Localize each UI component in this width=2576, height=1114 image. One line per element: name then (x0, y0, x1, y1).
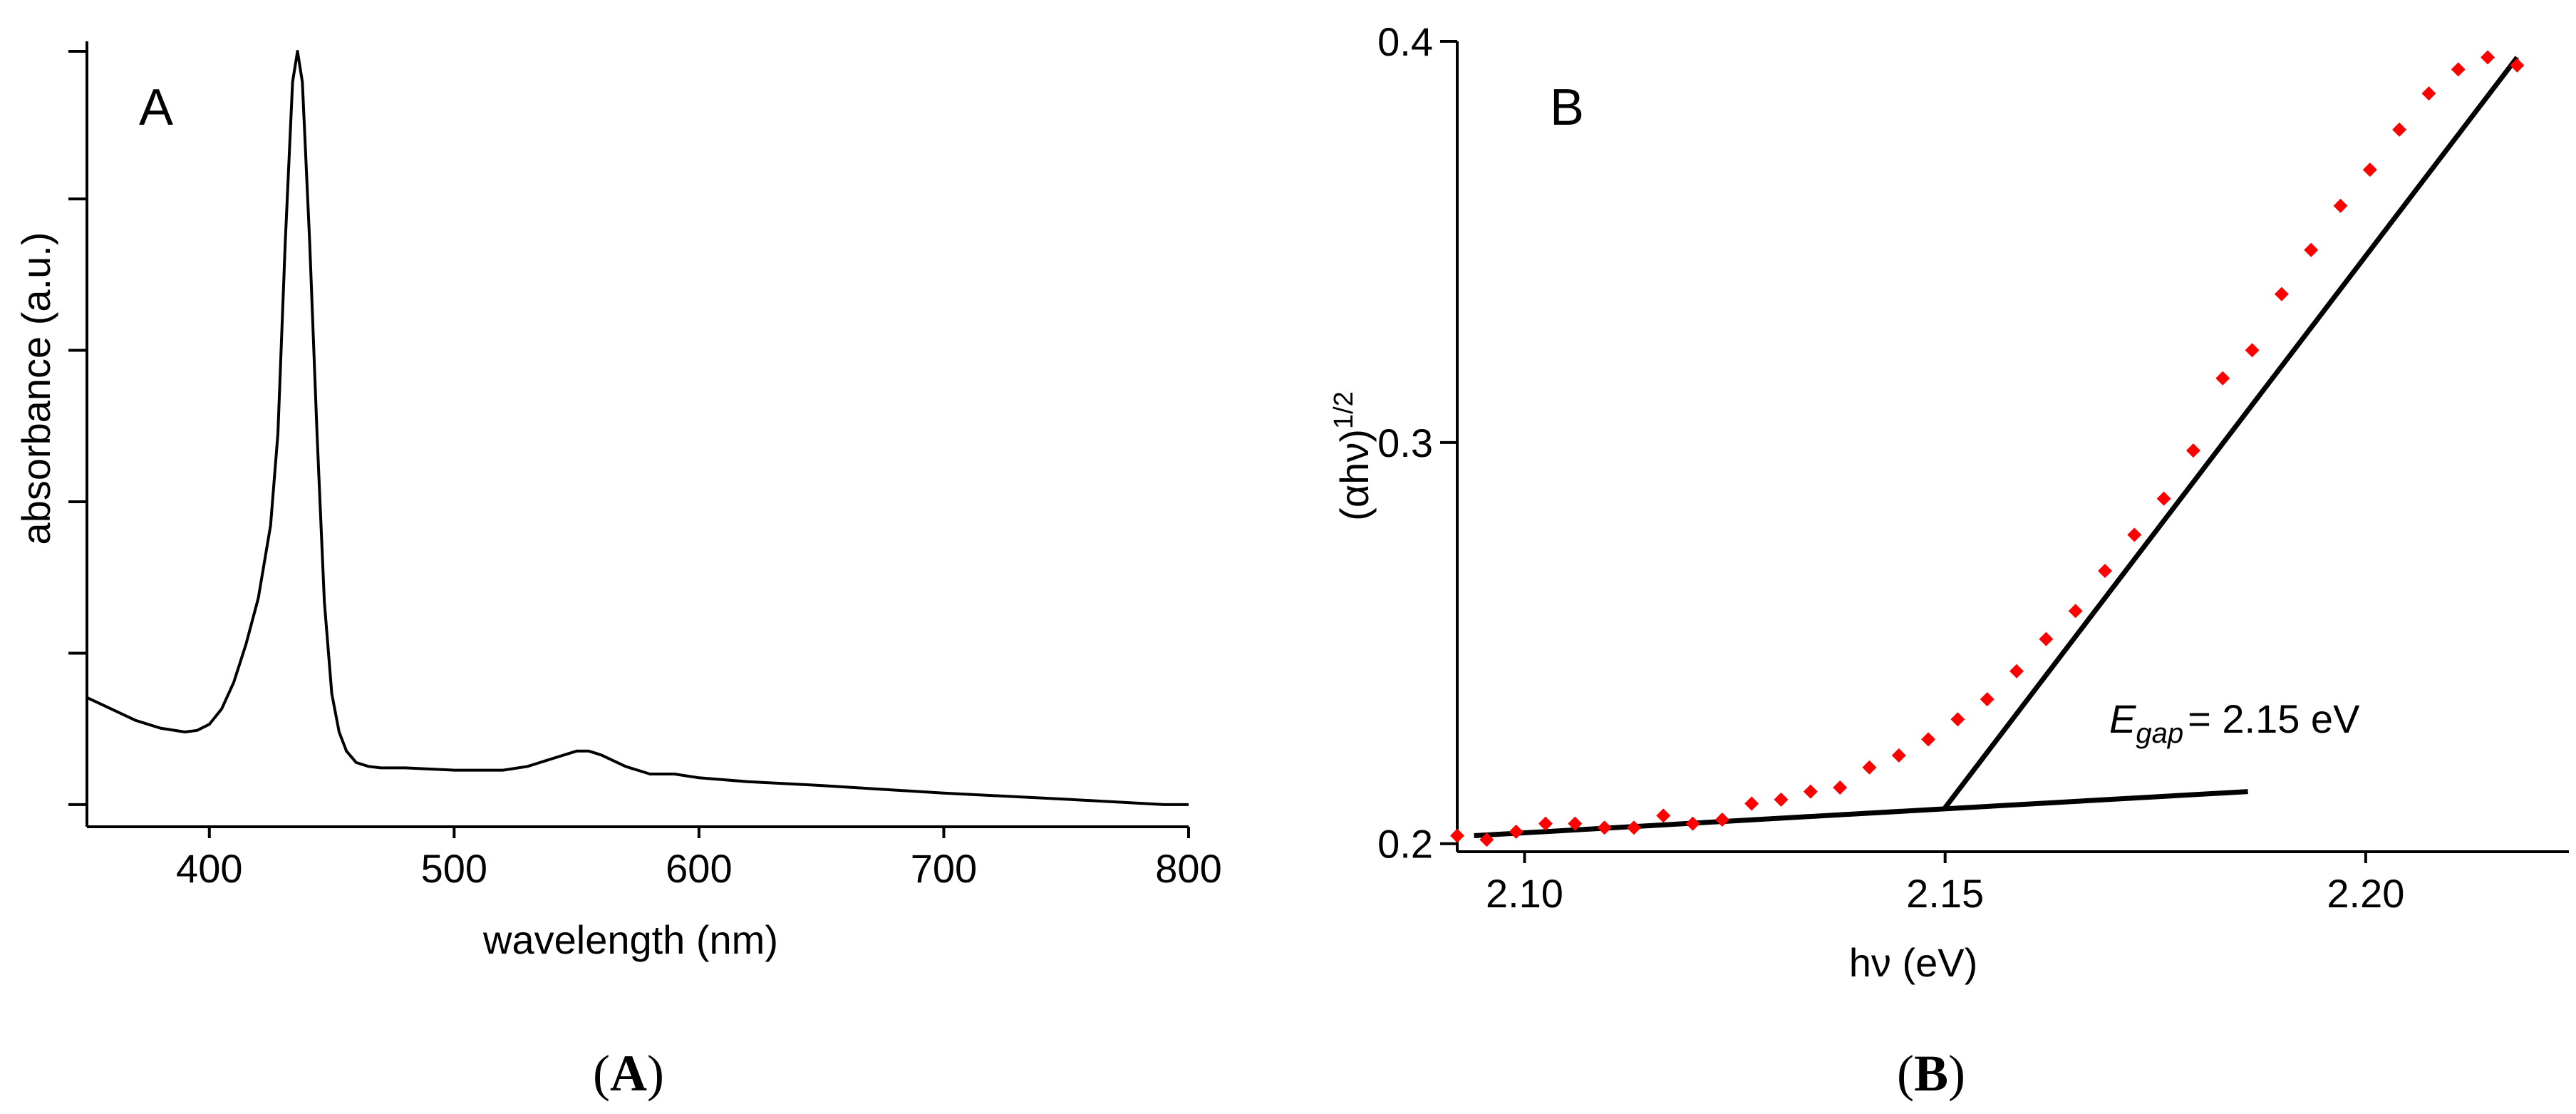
panel-b-y-axis-label-exponent: 1/2 (1329, 391, 1359, 429)
egap-annotation: Egap = 2.15 eV (2109, 696, 2360, 749)
data-point-marker (1685, 816, 1700, 831)
panel-a-x-tick-label: 800 (1155, 846, 1221, 891)
data-point-marker (2451, 62, 2466, 77)
caption-a: (A) (593, 1045, 664, 1102)
data-point-marker (1509, 824, 1524, 839)
panel-b-series (1450, 50, 2525, 847)
data-point-marker (1744, 796, 1759, 811)
panel-a-ticks: 400 500 600 700 800 (68, 50, 1222, 891)
panel-b-x-tick-label: 2.15 (1906, 871, 1984, 916)
data-point-marker (2481, 50, 2495, 65)
panel-b-y-tick-label: 0.2 (1377, 822, 1433, 867)
caption-b: (B) (1897, 1045, 1965, 1102)
absorbance-spectrum-line (86, 50, 1189, 806)
panel-a-x-axis-label: wavelength (nm) (482, 917, 778, 962)
panel-b-chart: 2.10 2.15 2.20 0.2 0.3 0.4 B hν (eV) (αhν)1/2… (1329, 19, 2569, 985)
data-point-marker (1774, 792, 1789, 807)
data-point-marker (2127, 527, 2142, 542)
egap-subscript: gap (2136, 718, 2183, 749)
data-point-marker (2097, 563, 2112, 578)
data-point-marker (1450, 828, 1464, 843)
panel-b-axes (1456, 41, 2569, 853)
panel-a-y-axis-label: absorbance (a.u.) (14, 232, 58, 545)
panel-b-y-tick-label: 0.4 (1377, 19, 1433, 64)
data-point-marker (2304, 242, 2319, 257)
data-point-marker (1921, 732, 1936, 747)
panel-b-y-tick-label: 0.3 (1377, 421, 1433, 465)
panel-a-x-tick-label: 400 (176, 846, 242, 891)
data-point-marker (1862, 760, 1877, 775)
data-point-marker (1568, 816, 1583, 831)
egap-value: = 2.15 eV (2188, 696, 2360, 741)
data-point-marker (1538, 816, 1553, 831)
panel-a-axes (86, 41, 1189, 828)
data-point-marker (1479, 832, 1494, 847)
data-point-marker (2362, 163, 2377, 177)
data-point-marker (2068, 604, 2083, 619)
data-point-marker (1891, 748, 1906, 763)
data-point-marker (2156, 491, 2171, 506)
data-point-marker (2392, 122, 2407, 137)
data-point-marker (2245, 343, 2260, 358)
data-point-marker (1656, 808, 1671, 823)
data-point-marker (2510, 58, 2525, 73)
data-point-marker (1980, 692, 1995, 707)
data-point-marker (1803, 784, 1818, 799)
data-point-marker (2333, 198, 2348, 213)
egap-symbol: E (2109, 696, 2136, 741)
panel-a-x-tick-label: 500 (421, 846, 487, 891)
data-point-marker (1833, 780, 1848, 795)
panel-a-series (86, 50, 1189, 806)
data-point-marker (2215, 371, 2230, 386)
panel-b-x-tick-label: 2.20 (2327, 871, 2404, 916)
panel-b-letter: B (1550, 79, 1584, 136)
data-point-marker (1626, 820, 1641, 835)
panel-b-ticks: 2.10 2.15 2.20 0.2 0.3 0.4 (1377, 19, 2404, 916)
panel-b-x-axis-label: hν (eV) (1849, 940, 1978, 985)
data-point-marker (2421, 86, 2436, 101)
data-point-marker (2009, 664, 2024, 679)
data-point-marker (2039, 631, 2054, 646)
svg-text:(αhν)1/2: (αhν)1/2 (1329, 391, 1377, 521)
baseline-fit-line (1474, 789, 2248, 838)
panel-b-y-axis-label: (αhν)1/2 (1329, 391, 1377, 521)
data-point-marker (1714, 812, 1729, 827)
panel-b-y-axis-label-base: (αhν) (1332, 429, 1377, 521)
data-point-marker (2186, 443, 2200, 458)
panel-a-x-tick-label: 600 (666, 846, 732, 891)
linear-fit-line (1943, 56, 2520, 810)
panel-a-letter: A (139, 79, 173, 136)
panel-a-x-tick-label: 700 (911, 846, 977, 891)
panel-a-chart: 400 500 600 700 800 A wavelength (nm) absorb… (14, 41, 1222, 962)
data-point-marker (2274, 287, 2289, 301)
panel-b-x-tick-label: 2.10 (1486, 871, 1563, 916)
data-point-marker (1597, 820, 1612, 835)
data-point-marker (1950, 712, 1965, 727)
